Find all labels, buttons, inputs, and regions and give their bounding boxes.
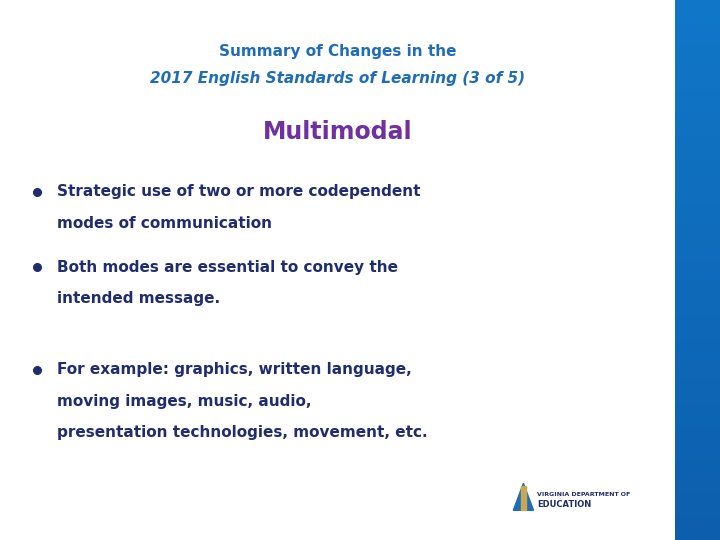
Text: Strategic use of two or more codependent: Strategic use of two or more codependent <box>58 184 421 199</box>
Text: VIRGINIA DEPARTMENT OF: VIRGINIA DEPARTMENT OF <box>537 491 630 497</box>
Text: 2017 English Standards of Learning (3 of 5): 2017 English Standards of Learning (3 of… <box>150 71 526 86</box>
Text: Summary of Changes in the: Summary of Changes in the <box>219 44 456 59</box>
Text: Multimodal: Multimodal <box>263 120 413 144</box>
Text: Both modes are essential to convey the: Both modes are essential to convey the <box>58 260 398 275</box>
Text: intended message.: intended message. <box>58 291 220 306</box>
Text: EDUCATION: EDUCATION <box>537 501 591 509</box>
Text: moving images, music, audio,: moving images, music, audio, <box>58 394 312 409</box>
Polygon shape <box>513 483 534 510</box>
Polygon shape <box>521 486 526 510</box>
Text: modes of communication: modes of communication <box>58 215 272 231</box>
Text: presentation technologies, movement, etc.: presentation technologies, movement, etc… <box>58 425 428 440</box>
Text: For example: graphics, written language,: For example: graphics, written language, <box>58 362 412 377</box>
